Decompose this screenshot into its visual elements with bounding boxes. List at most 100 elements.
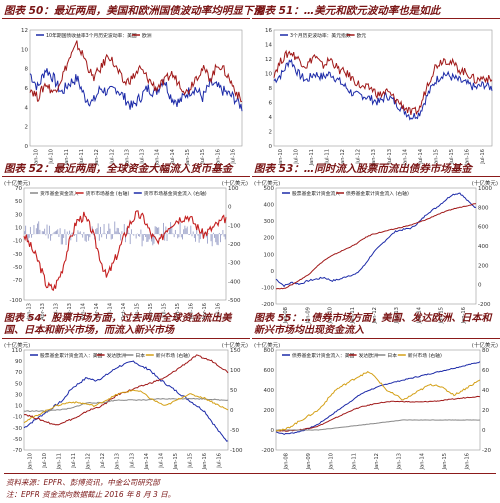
legend-label: 债券基金累计资金流入 (右轴) <box>346 190 409 197</box>
bar <box>187 234 189 235</box>
x-tick-label: Jul-12 <box>356 149 362 165</box>
y-tick-label: 110 <box>12 348 23 354</box>
bar <box>98 234 100 241</box>
y-tick-label-right: 0 <box>230 408 234 414</box>
bar <box>39 229 41 235</box>
bar <box>78 232 80 235</box>
x-tick-label: Jan-15 <box>134 303 140 320</box>
plot-area <box>273 29 493 147</box>
y-axis-unit-right: (十亿美元) <box>472 179 498 187</box>
bar <box>218 232 220 235</box>
bar <box>165 226 167 235</box>
y-tick-label: 12 <box>21 28 28 34</box>
series-line-2 <box>275 419 481 431</box>
x-tick-label: Jul-15 <box>161 303 167 319</box>
bar <box>136 233 138 235</box>
bar <box>159 234 161 236</box>
x-tick-label: Jan-12 <box>374 453 380 470</box>
x-tick-label: Jul-14 <box>108 302 114 318</box>
y-tick-label: -50 <box>13 437 22 443</box>
panel-50: 图表 50：最近两周，美国和欧洲国债波动率均明显下滑 0 2 4 6 8 10 12 Jan-… <box>2 2 264 167</box>
chart-52: (十亿美元) (十亿美元)70503010-10-30-50-70-1001000… <box>4 179 248 320</box>
y-tick-label-right: -200 <box>478 302 491 308</box>
bar <box>140 229 142 235</box>
x-tick-label: Jan-11 <box>351 453 357 470</box>
bar <box>69 230 71 235</box>
x-tick-label: Jan-16 <box>465 453 471 470</box>
bar <box>148 234 150 240</box>
bar <box>128 232 130 235</box>
bar <box>114 221 116 235</box>
bar <box>111 234 113 239</box>
plot-area <box>29 29 243 147</box>
footer-note: 注：EPFR 资金流向数据截止 2016 年 8 月 3 日。 <box>6 490 176 499</box>
bar <box>210 234 212 242</box>
x-tick-label: Jul-10 <box>42 453 48 469</box>
y-tick-label: 500 <box>264 186 275 192</box>
bar <box>51 234 53 236</box>
bar <box>48 225 50 235</box>
x-tick-label: Jan-12 <box>86 453 92 470</box>
x-tick-label: Jul-11 <box>71 453 77 469</box>
bar <box>127 229 129 235</box>
bar <box>66 231 68 235</box>
panel-50-title-bar: 图表 50：最近两周，美国和欧洲国债波动率均明显下滑 <box>2 2 264 19</box>
bar <box>190 225 192 235</box>
bar <box>54 231 56 235</box>
x-tick-label: Jan-14 <box>144 452 150 470</box>
y-tick-label: 70 <box>15 186 22 192</box>
y-tick-label: 200 <box>264 236 275 242</box>
chart-50: 0 2 4 6 8 10 12 Jan-10 Jul-10 Jan-11 Jul-11 Jan-12 J… <box>21 28 243 166</box>
x-tick-label: Jan-14 <box>416 306 422 324</box>
bar <box>47 234 49 239</box>
bar <box>92 234 94 236</box>
chart-51: 0 2 4 6 8 10 12 14 16 Jan-10 Jul-10 Jan-11 Jul-11 Jan… <box>265 28 493 166</box>
bar <box>154 226 156 235</box>
legend-label: 3个月历史波动率：美元指数 <box>290 32 351 39</box>
y-tick-label: 50 <box>15 199 22 205</box>
y-tick-label: 30 <box>15 392 22 398</box>
bar <box>142 234 144 241</box>
bar <box>177 234 179 239</box>
legend-label: 货币市场基金 (右轴) <box>86 190 130 197</box>
panel-55-title: 图表 55：…债券市场方面，美国、发达欧洲、日本和新兴市场均出现资金流入 <box>254 313 492 336</box>
y-tick-label-right: 80 <box>482 348 489 354</box>
series-line-2 <box>23 397 229 413</box>
bar <box>27 234 29 241</box>
bar <box>70 234 72 241</box>
x-tick-label: Apr-13 <box>40 303 46 320</box>
x-tick-label: Jan-13 <box>397 453 403 470</box>
bar <box>220 234 221 243</box>
y-tick-label: -100 <box>262 285 275 291</box>
plot-area <box>23 349 229 451</box>
y-tick-label: 400 <box>264 388 275 394</box>
bar <box>82 234 84 238</box>
bar <box>152 234 154 246</box>
series-line-cumulative <box>23 210 227 292</box>
y-tick-label: 200 <box>264 408 275 414</box>
bar <box>52 233 54 235</box>
bar <box>109 228 111 235</box>
bar <box>89 234 91 238</box>
legend-label: 10年期国债收益率3个月历史波动率：美国 <box>46 32 137 39</box>
bar <box>33 225 35 235</box>
bar <box>144 234 145 235</box>
bar <box>191 234 193 237</box>
x-tick-label: Jul-10 <box>49 149 55 165</box>
bar <box>65 234 67 246</box>
bar <box>110 234 112 240</box>
bar <box>64 229 66 235</box>
series-line-1 <box>29 40 243 103</box>
bar <box>196 229 198 235</box>
x-tick-label: Oct-13 <box>67 303 73 320</box>
x-tick-label: Jan-11 <box>309 149 315 166</box>
panel-51: 图表 51：…美元和欧元波动率也是如此 0 2 4 6 8 10 12 14 16 Jan-10 J… <box>252 2 500 167</box>
bar <box>135 234 137 239</box>
bar <box>31 234 33 238</box>
x-tick-label: Apr-15 <box>148 303 154 320</box>
x-tick-label: Jan-08 <box>283 307 289 324</box>
panel-51-title-bar: 图表 51：…美元和欧元波动率也是如此 <box>252 2 500 19</box>
y-tick-label: 400 <box>264 203 275 209</box>
y-tick-label: 4 <box>269 115 273 121</box>
bar <box>35 228 37 235</box>
